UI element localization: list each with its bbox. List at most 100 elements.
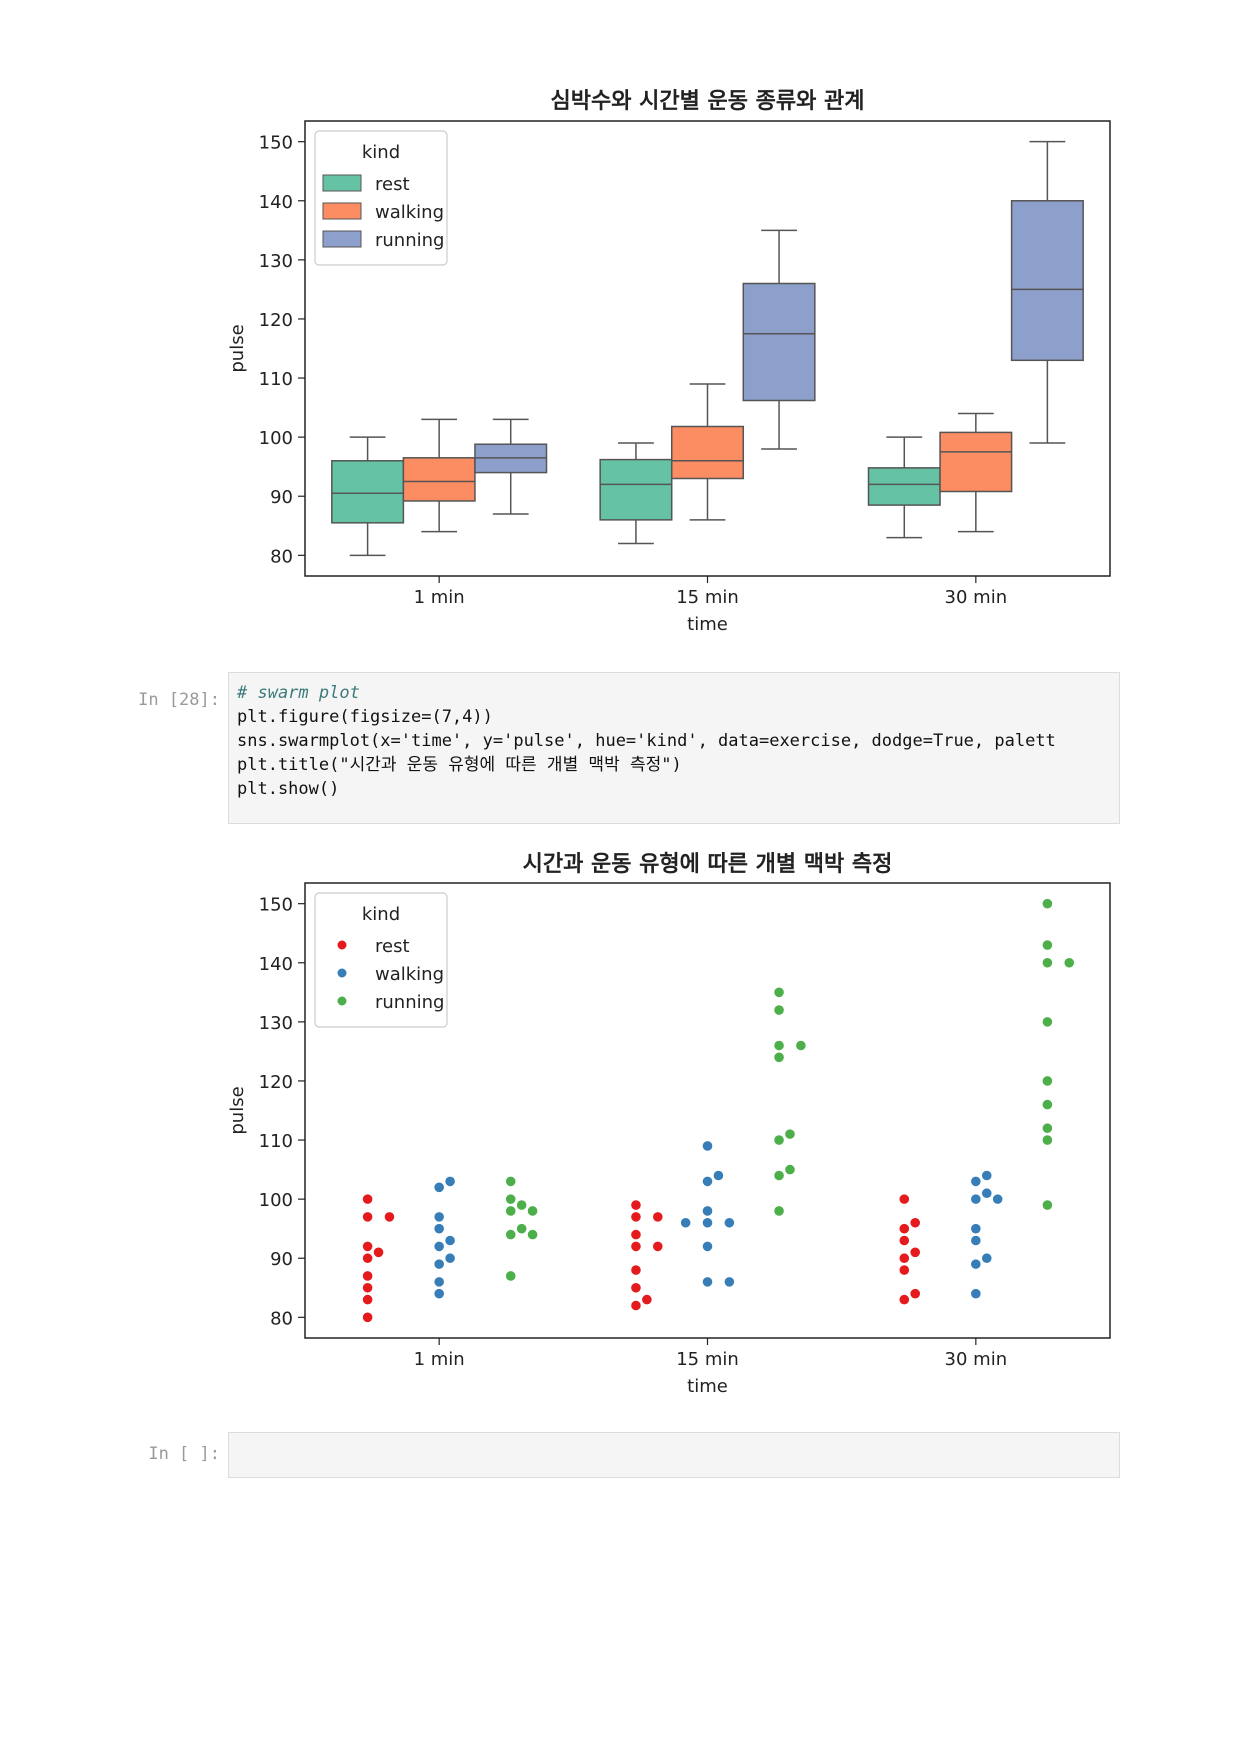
chart-title: 심박수와 시간별 운동 종류와 관계 bbox=[551, 89, 865, 114]
swarm-plot-svg: 시간과 운동 유형에 따른 개별 맥박 측정 80 90 100 110 120 130 14… bbox=[227, 852, 1111, 1397]
point-running bbox=[784, 1163, 796, 1176]
y-tick-label: 90 bbox=[270, 1249, 293, 1270]
code-editor[interactable]: # swarm plot plt.figure(figsize=(7,4)) s… bbox=[228, 672, 1120, 824]
y-axis-label: pulse bbox=[227, 324, 248, 372]
box-body bbox=[331, 460, 405, 524]
code-line-5: plt.show() bbox=[237, 779, 340, 799]
point-running bbox=[526, 1228, 539, 1241]
point-rest bbox=[630, 1211, 642, 1223]
code-cell[interactable]: In [28]: # swarm plot plt.figure(figsize… bbox=[0, 672, 1240, 832]
y-tick-label: 100 bbox=[259, 428, 293, 449]
point-rest bbox=[362, 1193, 374, 1205]
box-plot-svg: 심박수와 시간별 운동 종류와 관계 80 90 100 110 120 130 140 150… bbox=[227, 89, 1111, 635]
point-running bbox=[773, 1134, 785, 1146]
point-walking bbox=[970, 1223, 982, 1235]
point-walking bbox=[701, 1240, 714, 1253]
point-walking bbox=[981, 1169, 993, 1182]
point-running bbox=[773, 1039, 785, 1052]
point-walking bbox=[970, 1234, 982, 1247]
y-tick-label: 150 bbox=[259, 895, 293, 916]
point-running bbox=[773, 1051, 785, 1063]
x-tick-label: 15 min bbox=[676, 587, 739, 608]
y-axis-label: pulse bbox=[227, 1086, 248, 1134]
point-running bbox=[1041, 898, 1053, 910]
point-walking bbox=[701, 1140, 714, 1152]
y-tick-label: 100 bbox=[259, 1190, 293, 1211]
point-running bbox=[516, 1223, 528, 1235]
point-walking bbox=[680, 1217, 692, 1229]
swarm-plot-chart: 시간과 운동 유형에 따른 개별 맥박 측정 80 90 100 110 120 130 14… bbox=[0, 840, 1240, 1420]
code-line-3: sns.swarmplot(x='time', y='pulse', hue='… bbox=[237, 731, 1056, 751]
point-running bbox=[1041, 1199, 1053, 1211]
point-running bbox=[1041, 1075, 1053, 1087]
point-walking bbox=[701, 1175, 714, 1188]
point-running bbox=[773, 1205, 785, 1217]
box-body bbox=[599, 458, 673, 521]
point-walking bbox=[712, 1169, 725, 1182]
box-body bbox=[1010, 200, 1084, 362]
y-tick-label: 130 bbox=[259, 1013, 293, 1034]
point-walking bbox=[970, 1175, 982, 1188]
point-running bbox=[1041, 1016, 1053, 1028]
point-rest bbox=[362, 1270, 374, 1282]
point-running bbox=[795, 1039, 807, 1052]
point-running bbox=[516, 1199, 528, 1211]
legend-title: kind bbox=[362, 904, 400, 925]
point-running bbox=[773, 986, 785, 998]
legend-marker bbox=[336, 995, 348, 1007]
plot-frame bbox=[304, 882, 1111, 1339]
legend-label-rest: rest bbox=[375, 174, 410, 195]
box-running-15-min bbox=[742, 229, 816, 450]
point-rest bbox=[898, 1223, 910, 1235]
y-tick-label: 90 bbox=[270, 487, 293, 508]
x-axis-label: time bbox=[687, 1376, 728, 1397]
point-rest bbox=[652, 1240, 664, 1253]
point-running bbox=[526, 1205, 539, 1217]
point-rest bbox=[362, 1240, 374, 1253]
point-walking bbox=[444, 1175, 456, 1188]
point-rest bbox=[898, 1252, 910, 1264]
box-rest-1-min bbox=[331, 436, 405, 557]
point-walking bbox=[444, 1252, 456, 1264]
point-walking bbox=[444, 1234, 456, 1247]
x-tick-label: 1 min bbox=[414, 587, 465, 608]
point-walking bbox=[701, 1217, 714, 1229]
empty-code-editor[interactable] bbox=[228, 1432, 1120, 1478]
point-rest bbox=[909, 1246, 921, 1258]
point-walking bbox=[701, 1205, 714, 1217]
point-rest bbox=[898, 1234, 910, 1247]
legend-swatch bbox=[322, 230, 362, 248]
point-walking bbox=[433, 1223, 445, 1235]
point-running bbox=[784, 1128, 796, 1140]
point-walking bbox=[723, 1217, 735, 1229]
box-rest-30-min bbox=[867, 436, 941, 539]
y-tick-label: 110 bbox=[259, 369, 293, 390]
point-walking bbox=[701, 1276, 714, 1288]
point-rest bbox=[362, 1282, 374, 1294]
y-tick-label: 130 bbox=[259, 251, 293, 272]
point-walking bbox=[970, 1258, 982, 1270]
box-walking-30-min bbox=[939, 412, 1013, 533]
legend-label-rest: rest bbox=[375, 936, 410, 957]
point-rest bbox=[630, 1199, 642, 1211]
point-rest bbox=[630, 1282, 642, 1294]
legend: kind rest walking running bbox=[314, 892, 448, 1028]
point-rest bbox=[372, 1246, 385, 1258]
point-rest bbox=[362, 1293, 374, 1306]
point-walking bbox=[992, 1193, 1004, 1205]
point-walking bbox=[433, 1181, 445, 1193]
point-running bbox=[1063, 957, 1075, 969]
y-tick-label: 120 bbox=[259, 310, 293, 331]
empty-cell-prompt: In [ ]: bbox=[148, 1444, 220, 1464]
box-body bbox=[670, 425, 745, 480]
point-rest bbox=[898, 1193, 910, 1205]
code-line-2: plt.figure(figsize=(7,4)) bbox=[237, 707, 493, 727]
box-rest-15-min bbox=[599, 442, 673, 545]
point-rest bbox=[630, 1228, 642, 1241]
point-rest bbox=[383, 1211, 396, 1223]
point-walking bbox=[981, 1252, 993, 1264]
point-rest bbox=[652, 1211, 664, 1223]
point-running bbox=[505, 1270, 517, 1282]
x-tick-label: 30 min bbox=[945, 1349, 1008, 1370]
empty-cell[interactable]: In [ ]: bbox=[0, 1432, 1240, 1482]
